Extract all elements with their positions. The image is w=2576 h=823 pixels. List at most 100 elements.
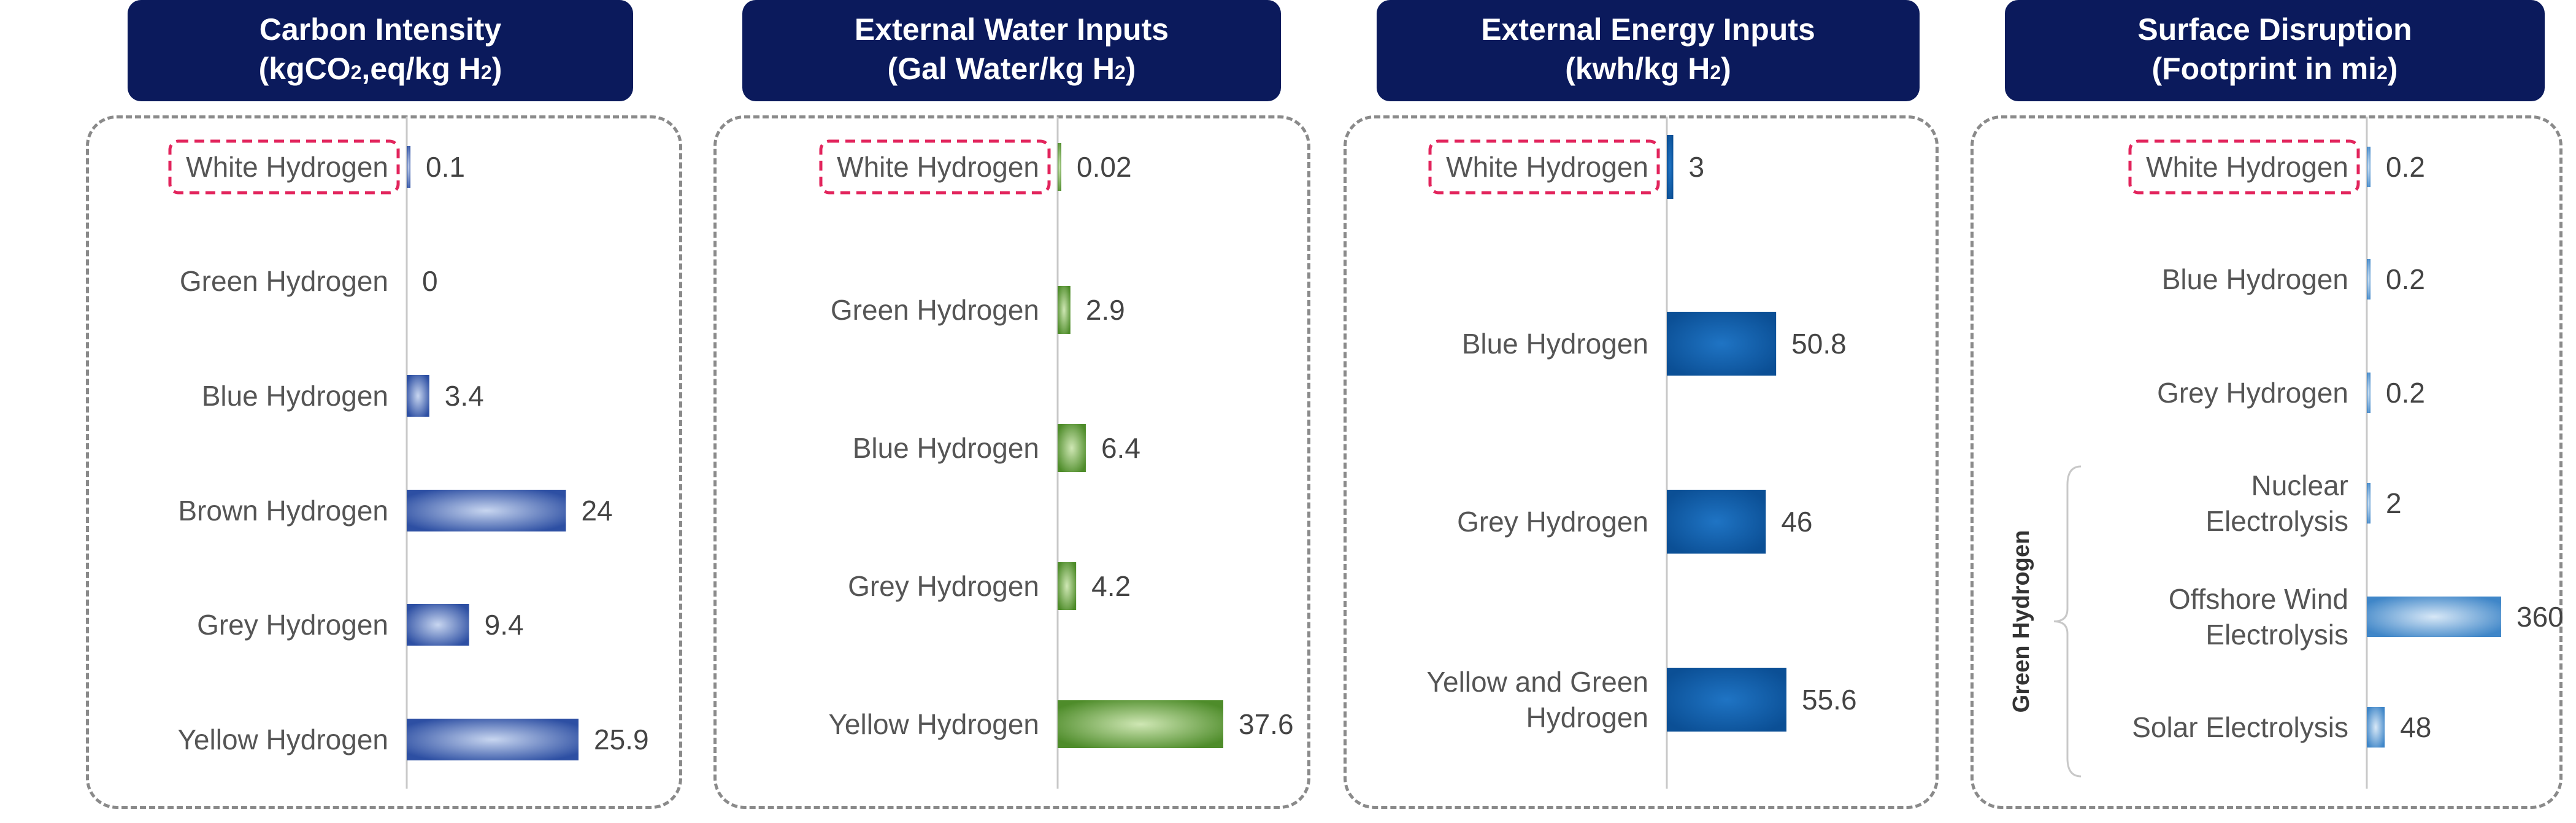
panel-unit: (Footprint in mi 2) — [2151, 49, 2397, 92]
value-label: 55.6 — [1802, 684, 1857, 716]
category-label: Yellow and Green Hydrogen — [1427, 666, 1648, 733]
category-label-line: Yellow and Green — [1427, 666, 1648, 698]
unit-text: ) — [491, 51, 502, 86]
unit-subscript: 2 — [350, 61, 362, 83]
unit-supscript: 2 — [2377, 61, 2388, 83]
bar — [407, 146, 410, 188]
category-label-line: Offshore Wind — [2169, 583, 2348, 615]
highlight-box — [2128, 139, 2360, 195]
category-label: Grey Hydrogen — [848, 570, 1039, 602]
category-label: Nuclear Electrolysis — [2205, 469, 2348, 537]
unit-subscript: 2 — [480, 61, 492, 83]
bar — [2367, 597, 2501, 637]
category-label: Brown Hydrogen — [178, 495, 388, 527]
bar — [1667, 668, 1786, 732]
unit-text: ) — [2387, 51, 2398, 86]
value-label: 2 — [2386, 487, 2402, 519]
unit-text: (kwh/kg H — [1565, 51, 1710, 86]
value-label: 360 — [2516, 601, 2564, 633]
panel-border — [1344, 115, 1939, 809]
bar — [2367, 373, 2370, 413]
unit-text: (Footprint in mi — [2151, 51, 2377, 86]
category-label-line: Solar Electrolysis — [2132, 711, 2348, 743]
bar — [2367, 259, 2370, 299]
unit-subscript: 2 — [1710, 61, 1721, 83]
category-label: Yellow Hydrogen — [828, 708, 1039, 740]
category-label-line: Nuclear — [2251, 469, 2348, 501]
bar — [407, 375, 429, 417]
category-label: Blue Hydrogen — [1462, 328, 1648, 360]
unit-text: (kgCO — [258, 51, 351, 86]
category-label: Blue Hydrogen — [2162, 263, 2348, 295]
category-label: Green Hydrogen — [831, 294, 1039, 326]
panel-title: External Energy Inputs — [1481, 12, 1815, 47]
panel-border — [713, 115, 1310, 809]
category-label: Blue Hydrogen — [202, 380, 388, 412]
bar — [1058, 562, 1077, 610]
group-label: Green Hydrogen — [2009, 530, 2034, 713]
unit-text: ) — [1125, 51, 1136, 86]
category-label-line: Grey Hydrogen — [1457, 506, 1648, 538]
bar — [1058, 700, 1223, 748]
chart-1: White Hydrogen 0.02 Green Hydrogen 2.9 Blue … — [819, 117, 1294, 789]
unit-text: (Gal Water/kg H — [887, 51, 1115, 86]
unit-text: ,eq/kg H — [361, 51, 481, 86]
category-label-line: White Hydrogen — [2146, 151, 2348, 183]
unit-text: ) — [1721, 51, 1731, 86]
category-label: Offshore Wind Electrolysis — [2169, 583, 2348, 651]
panel-border — [86, 115, 682, 809]
bar — [2367, 707, 2385, 748]
category-label-line: White Hydrogen — [1446, 151, 1648, 183]
value-label: 0.2 — [2386, 377, 2425, 409]
chart-3: White Hydrogen 0.2 Blue Hydrogen 0.2 Grey Hy… — [2009, 117, 2564, 789]
category-label-line: Brown Hydrogen — [178, 495, 388, 527]
value-label: 0.2 — [2386, 263, 2425, 295]
value-label: 25.9 — [594, 724, 649, 755]
category-label-line: Blue Hydrogen — [202, 380, 388, 412]
value-label: 48 — [2400, 711, 2431, 743]
panel-title: Surface Disruption — [2137, 12, 2412, 47]
category-label: Green Hydrogen — [180, 265, 388, 297]
category-label-line: Green Hydrogen — [831, 294, 1039, 326]
value-label: 50.8 — [1791, 328, 1847, 360]
category-label: Grey Hydrogen — [2157, 377, 2348, 409]
value-label: 0.2 — [2386, 151, 2425, 183]
category-label: Grey Hydrogen — [197, 609, 388, 641]
bar — [1058, 424, 1086, 472]
category-label: White Hydrogen — [1446, 151, 1648, 183]
highlight-box — [168, 139, 400, 195]
category-label-line: Grey Hydrogen — [848, 570, 1039, 602]
value-label: 3 — [1689, 151, 1705, 183]
value-label: 0.1 — [426, 151, 465, 183]
bar — [1667, 312, 1777, 376]
category-label-line: Electrolysis — [2205, 505, 2348, 537]
panel-header: Surface Disruption (Footprint in mi 2) — [2005, 0, 2545, 101]
category-label-line: White Hydrogen — [186, 151, 388, 183]
category-label-line: Blue Hydrogen — [1462, 328, 1648, 360]
value-label: 4.2 — [1091, 570, 1131, 602]
category-label-line: White Hydrogen — [837, 151, 1039, 183]
chart-2: White Hydrogen 3 Blue Hydrogen 50.8 Grey Hyd… — [1427, 117, 1857, 789]
category-label-line: Grey Hydrogen — [2157, 377, 2348, 409]
panel-border — [1970, 115, 2563, 809]
panel-unit: (Gal Water/kg H 2) — [888, 49, 1136, 92]
bar — [2367, 147, 2370, 187]
bar — [407, 490, 566, 531]
bar — [1667, 135, 1674, 199]
category-label: White Hydrogen — [186, 151, 388, 183]
value-label: 6.4 — [1101, 432, 1140, 464]
value-label: 46 — [1781, 506, 1812, 538]
category-label: Solar Electrolysis — [2132, 711, 2348, 743]
category-label-line: Blue Hydrogen — [853, 432, 1039, 464]
value-label: 9.4 — [485, 609, 524, 641]
category-label: Grey Hydrogen — [1457, 506, 1648, 538]
panel-header: External Water Inputs (Gal Water/kg H 2) — [742, 0, 1281, 101]
bar — [1058, 143, 1061, 191]
category-label-line: Blue Hydrogen — [2162, 263, 2348, 295]
panel-header: External Energy Inputs (kwh/kg H 2) — [1377, 0, 1920, 101]
bar — [2367, 483, 2370, 524]
value-label: 3.4 — [445, 380, 484, 412]
category-label-line: Electrolysis — [2205, 619, 2348, 651]
panel-header: Carbon Intensity (kgCO 2 ,eq/kg H 2) — [128, 0, 633, 101]
